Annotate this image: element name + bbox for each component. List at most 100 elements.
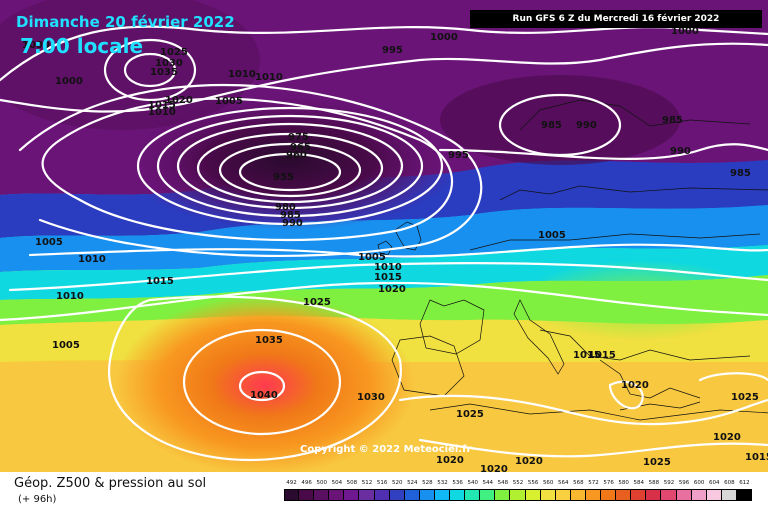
isobar-label: 1020: [436, 455, 464, 466]
isobar-label: 955: [273, 172, 294, 183]
color-scale-tick: 588: [648, 480, 660, 486]
color-scale-tick: 556: [527, 480, 539, 486]
color-scale-swatch: [344, 489, 360, 501]
color-scale-tick: 532: [437, 480, 448, 486]
color-scale-swatch: [601, 489, 617, 501]
isobar-label: 1020: [165, 95, 193, 106]
isobar-label: 1035: [150, 67, 178, 78]
color-scale-frame: [284, 489, 752, 501]
isobar-label: 1010: [56, 291, 84, 302]
color-scale-swatch: [691, 489, 707, 501]
isobar-label: 1005: [538, 230, 566, 241]
color-scale-swatch: [540, 489, 556, 501]
color-scale-tick: 580: [618, 480, 629, 486]
color-scale-swatch: [616, 489, 632, 501]
color-scale-tick: 600: [693, 480, 705, 486]
color-scale-tick: 504: [331, 480, 343, 486]
isobar-label: 1025: [303, 297, 331, 308]
color-scale-swatch: [374, 489, 390, 501]
color-scale-swatch: [510, 489, 526, 501]
isobar-label: 1010: [78, 254, 106, 265]
high-pressure-core: [115, 295, 415, 472]
isobar-label: 1015: [374, 272, 402, 283]
purple-low-north: [0, 0, 260, 130]
isobar-label: 1005: [52, 340, 80, 351]
isobar-label: 1000: [22, 40, 50, 51]
color-scale-tick: 576: [603, 480, 614, 486]
color-scale-swatch: [465, 489, 481, 501]
color-scale-swatch: [284, 489, 300, 501]
color-scale: 492 496 500 504 508 512 516 520 524 528 532 536 540 5…: [284, 480, 752, 508]
isobar-label: 1025: [643, 457, 671, 468]
coastlines: [377, 99, 768, 421]
color-scale-swatch: [480, 489, 496, 501]
isobar-label: 1005: [35, 237, 63, 248]
isobar-label: 1000: [430, 32, 458, 43]
color-scale-tick: 516: [376, 480, 388, 486]
copyright-notice: Copyright © 2022 Meteociel.fr: [300, 444, 472, 455]
color-scale-tick: 520: [391, 480, 403, 486]
color-scale-tick: 528: [422, 480, 433, 486]
color-scale-tick: 560: [542, 480, 554, 486]
isobar-label: 1010: [374, 262, 402, 273]
color-scale-swatch: [706, 489, 722, 501]
color-scale-swatch: [314, 489, 330, 501]
color-scale-swatch: [631, 489, 647, 501]
purple-low-atlantic: [120, 90, 460, 230]
color-scale-swatch: [721, 489, 737, 501]
isobar-label: 990: [576, 120, 597, 131]
isobar-label: 990: [670, 146, 691, 157]
color-scale-swatch: [389, 489, 405, 501]
color-scale-swatch: [419, 489, 435, 501]
color-scale-swatch: [329, 489, 345, 501]
forecast-date: Dimanche 20 février 2022: [16, 13, 235, 31]
isobar-label: 1035: [255, 335, 283, 346]
color-scale-tick: 592: [663, 480, 675, 486]
color-scale-tick: 612: [739, 480, 750, 486]
isobar-label: 1015: [573, 350, 601, 361]
color-scale-tick: 608: [724, 480, 735, 486]
color-scale-swatch: [676, 489, 692, 501]
color-scale-swatch: [299, 489, 315, 501]
color-scale-swatch: [661, 489, 677, 501]
isobar-label: 1010: [255, 72, 283, 83]
isobar-label: 965: [290, 142, 311, 153]
isobar-label: 960: [286, 150, 307, 161]
color-scale-tick: 604: [709, 480, 720, 486]
isobar-label: 1010: [228, 69, 256, 80]
isobar-label: 975: [288, 132, 309, 143]
legend-subtitle: (+ 96h): [18, 494, 57, 505]
isobar-label: 1040: [250, 390, 278, 401]
isobar-label: 1015: [745, 452, 768, 463]
isobar-label: 1025: [160, 47, 188, 58]
isobar-label: 1020: [621, 380, 649, 391]
isobar-label: 1000: [671, 26, 699, 37]
color-scale-tick: 540: [467, 480, 478, 486]
isobar-label: 1025: [731, 392, 759, 403]
isobar-label: 1025: [456, 409, 484, 420]
color-scale-tick: 584: [633, 480, 645, 486]
color-scale-swatch: [570, 489, 586, 501]
z500-band-blue: [0, 205, 768, 272]
color-scale-tick: 512: [361, 480, 373, 486]
color-scale-tick: 552: [512, 480, 524, 486]
color-scale-tick: 568: [573, 480, 584, 486]
green-eastern-europe: [520, 260, 760, 340]
isobar-label: 1020: [515, 456, 543, 467]
color-scale-tick: 508: [346, 480, 358, 486]
isobar-label: 1005: [358, 252, 386, 263]
run-info: Run GFS 6 Z du Mercredi 16 février 2022: [470, 10, 762, 28]
isobar-label: 1020: [378, 284, 406, 295]
color-scale-tick: 596: [678, 480, 690, 486]
pressure-map: 1000 1025 1030 1035 1020 1015 1010 1005 …: [0, 0, 768, 472]
isobar-label: 1010: [148, 107, 176, 118]
color-scale-swatch: [525, 489, 541, 501]
isobar-label: 995: [382, 45, 403, 56]
legend-title: Géop. Z500 & pression au sol: [14, 476, 207, 491]
forecast-time: 7:00 locale: [20, 34, 144, 58]
isobar-label: 1030: [155, 58, 183, 69]
isobar-label: 995: [448, 150, 469, 161]
isobar-label: 1005: [215, 96, 243, 107]
isobar-label: 985: [730, 168, 751, 179]
